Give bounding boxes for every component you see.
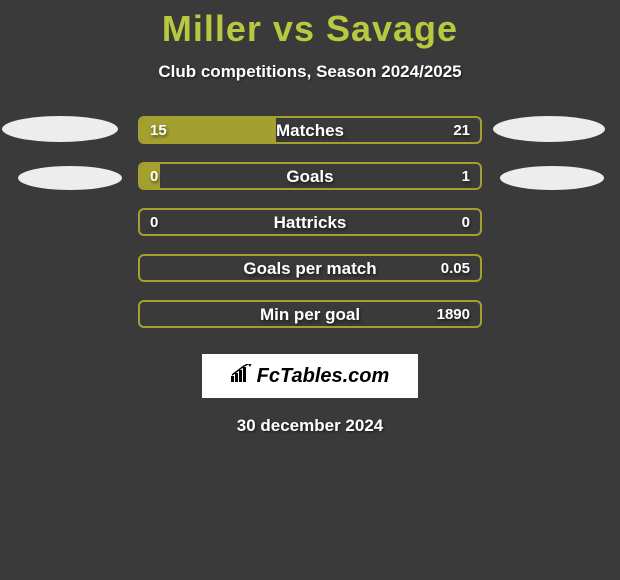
stat-label: Hattricks: [140, 210, 480, 234]
logo-text: FcTables.com: [257, 365, 390, 388]
subtitle: Club competitions, Season 2024/2025: [0, 62, 620, 82]
stat-label: Matches: [140, 118, 480, 142]
stat-row: 15Matches21: [0, 116, 620, 162]
page-title: Miller vs Savage: [0, 0, 620, 50]
stat-label: Min per goal: [140, 302, 480, 326]
stat-value-right: 1: [462, 164, 470, 188]
stat-row: 0Hattricks0: [0, 208, 620, 254]
stat-bar: 15Matches21: [138, 116, 482, 144]
logo-box: FcTables.com: [202, 354, 418, 398]
comparison-widget: Miller vs Savage Club competitions, Seas…: [0, 0, 620, 436]
stat-bar: 0Goals1: [138, 162, 482, 190]
stat-value-right: 1890: [437, 302, 470, 326]
fctables-logo: FcTables.com: [231, 364, 390, 388]
chart-icon: [231, 364, 253, 388]
date-line: 30 december 2024: [0, 416, 620, 436]
stat-bar: Goals per match0.05: [138, 254, 482, 282]
stat-bar: 0Hattricks0: [138, 208, 482, 236]
stat-value-right: 0: [462, 210, 470, 234]
stat-row: Goals per match0.05: [0, 254, 620, 300]
stat-bar: Min per goal1890: [138, 300, 482, 328]
stat-value-right: 21: [453, 118, 470, 142]
stat-row: 0Goals1: [0, 162, 620, 208]
stats-area: 15Matches210Goals10Hattricks0Goals per m…: [0, 116, 620, 346]
stat-value-right: 0.05: [441, 256, 470, 280]
stat-label: Goals per match: [140, 256, 480, 280]
stat-label: Goals: [140, 164, 480, 188]
stat-row: Min per goal1890: [0, 300, 620, 346]
